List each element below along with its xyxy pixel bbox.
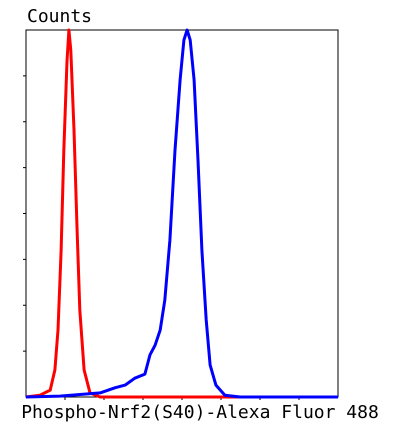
histogram-line (25, 28, 338, 399)
x-axis-label: Phospho-Nrf2(S40)-Alexa Fluor 488 (21, 402, 379, 423)
y-axis-label: Counts (27, 6, 92, 27)
histogram-line (25, 28, 338, 399)
